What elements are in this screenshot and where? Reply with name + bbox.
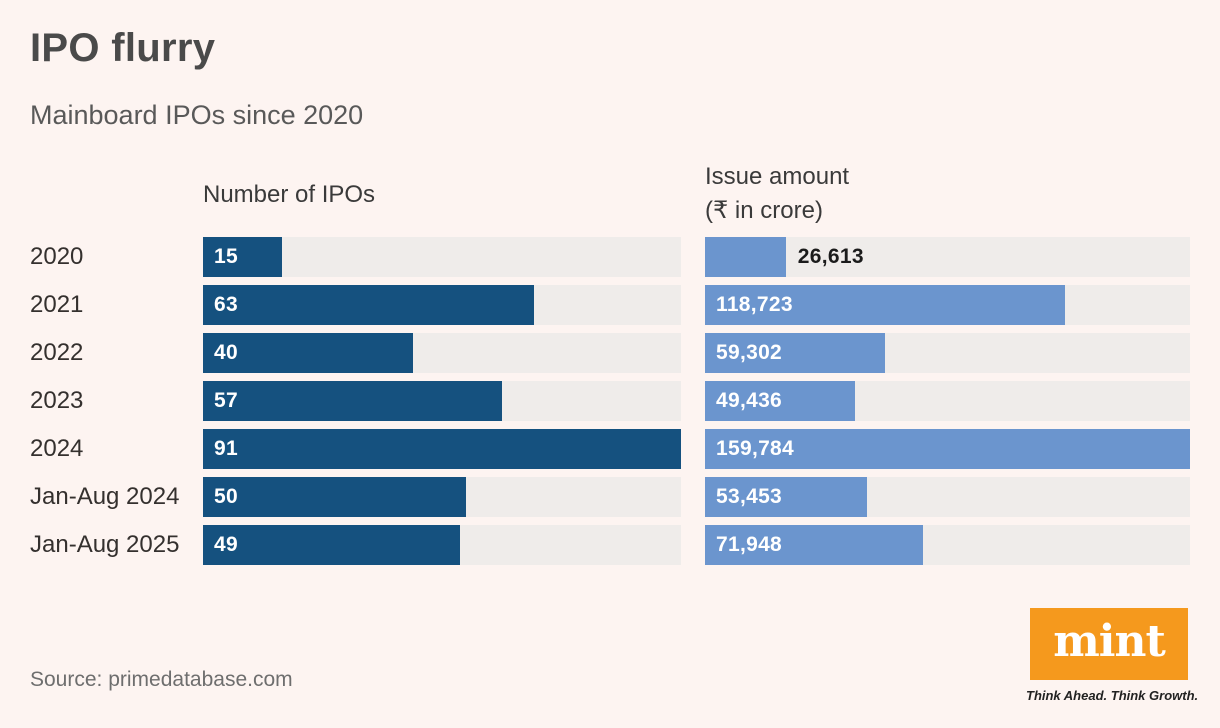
ipos-bar: 57	[203, 381, 503, 421]
chart-row: 2021 63 118,723	[30, 285, 1190, 325]
issue-bar-value: 59,302	[716, 341, 783, 364]
chart-row: Jan-Aug 2025 49 71,948	[30, 525, 1190, 565]
chart-title: IPO flurry	[30, 26, 216, 70]
ipos-bar: 91	[203, 429, 681, 469]
ipos-bar: 50	[203, 477, 466, 517]
issue-bar-track: 159,784	[705, 429, 1190, 469]
row-label: 2023	[30, 387, 84, 414]
issue-bar: 59,302	[705, 333, 885, 373]
chart-row: Jan-Aug 2024 50 53,453	[30, 477, 1190, 517]
ipos-bar-track: 91	[203, 429, 681, 469]
mint-tagline: Think Ahead. Think Growth.	[1026, 688, 1199, 703]
column-header-issue-amount: Issue amount (₹ in crore)	[705, 163, 850, 224]
issue-bar-track: 59,302	[705, 333, 1190, 373]
ipos-bar-value: 40	[214, 341, 238, 364]
chart-rows: 2020 15 26,613 2021 63 118,723 2022	[30, 237, 1190, 565]
ipos-bar-track: 63	[203, 285, 681, 325]
column-header-number-of-ipos: Number of IPOs	[203, 181, 376, 208]
issue-bar: 71,948	[705, 525, 924, 565]
chart-row: 2020 15 26,613	[30, 237, 1190, 277]
issue-bar-value: 49,436	[716, 389, 783, 412]
row-label: 2020	[30, 243, 84, 270]
ipos-bar: 15	[203, 237, 282, 277]
issue-bar-track: 71,948	[705, 525, 1190, 565]
ipos-bar: 40	[203, 333, 414, 373]
ipos-bar-track: 40	[203, 333, 681, 373]
ipos-bar-value: 49	[214, 533, 238, 556]
ipos-bar-value: 91	[214, 437, 238, 460]
issue-bar-value: 26,613	[797, 245, 864, 268]
ipos-bar-track: 49	[203, 525, 681, 565]
issue-bar-value: 118,723	[716, 293, 793, 316]
ipos-bar-value: 50	[214, 485, 238, 508]
ipos-bar-track: 57	[203, 381, 681, 421]
row-label: 2021	[30, 291, 84, 318]
row-label: Jan-Aug 2024	[30, 483, 180, 510]
mint-logo-text: mint	[1053, 615, 1166, 667]
row-label: Jan-Aug 2025	[30, 531, 180, 558]
issue-bar: 49,436	[705, 381, 856, 421]
issue-bar-value: 53,453	[716, 485, 783, 508]
row-label: 2022	[30, 339, 84, 366]
ipos-bar-value: 63	[214, 293, 238, 316]
issue-bar: 26,613	[705, 237, 863, 277]
ipos-bar: 49	[203, 525, 461, 565]
issue-bar-track: 26,613	[705, 237, 1190, 277]
issue-bar-track: 118,723	[705, 285, 1190, 325]
issue-bar-track: 49,436	[705, 381, 1190, 421]
issue-bar-value: 71,948	[716, 533, 783, 556]
issue-bar-track: 53,453	[705, 477, 1190, 517]
ipos-bar-value: 15	[214, 245, 238, 268]
ipos-bar-track: 15	[203, 237, 681, 277]
ipos-bar-value: 57	[214, 389, 238, 412]
source-credit: Source: primedatabase.com	[30, 668, 293, 691]
row-label: 2024	[30, 435, 84, 462]
mint-logo: mint	[1030, 608, 1188, 680]
chart-row: 2022 40 59,302	[30, 333, 1190, 373]
issue-bar-value: 159,784	[716, 437, 795, 460]
chart-subtitle: Mainboard IPOs since 2020	[30, 100, 364, 130]
ipos-bar-track: 50	[203, 477, 681, 517]
issue-bar: 159,784	[705, 429, 1190, 469]
chart-row: 2024 91 159,784	[30, 429, 1190, 469]
chart-row: 2023 57 49,436	[30, 381, 1190, 421]
issue-bar: 118,723	[705, 285, 1066, 325]
ipos-bar: 63	[203, 285, 534, 325]
issue-bar: 53,453	[705, 477, 868, 517]
